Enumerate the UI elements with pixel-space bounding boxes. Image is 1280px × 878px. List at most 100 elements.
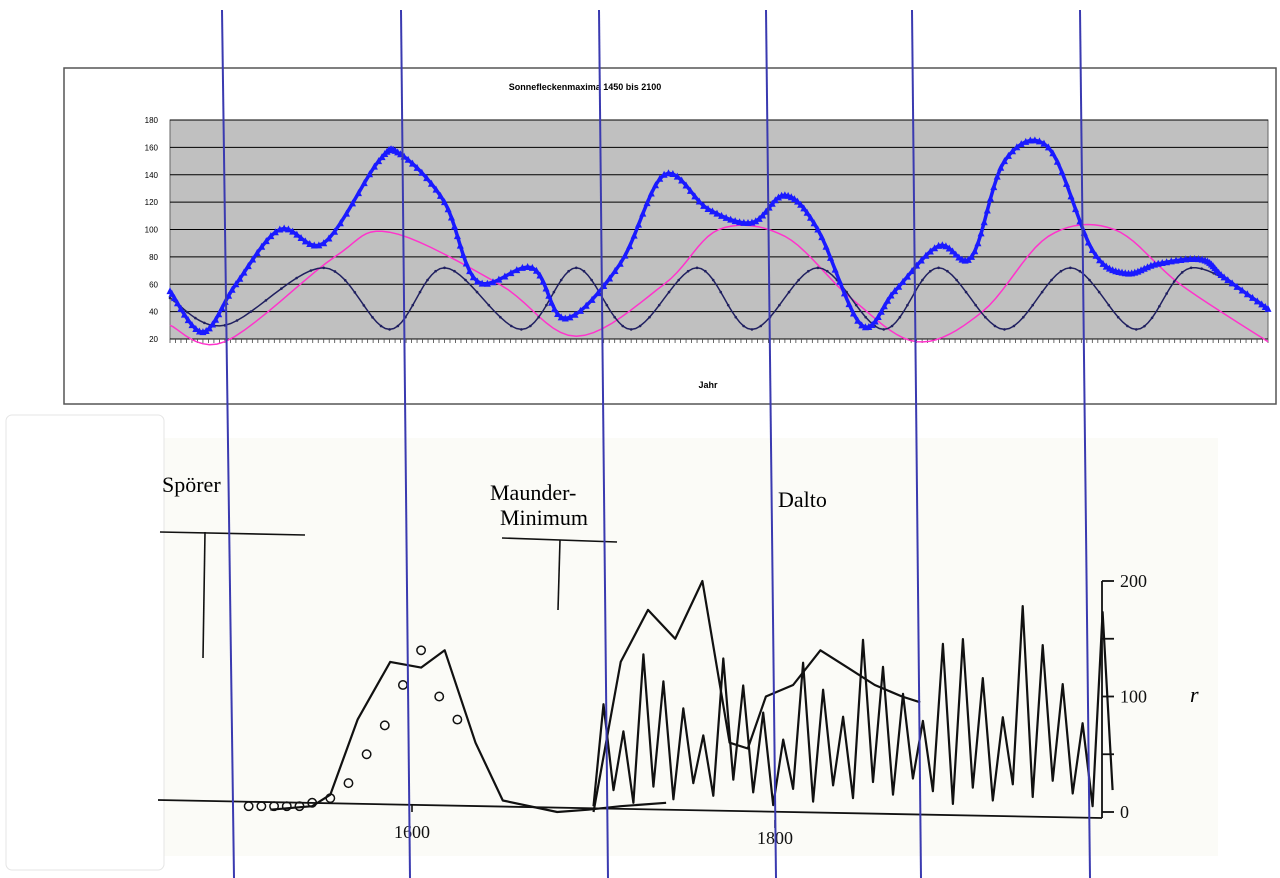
- top-series-navy-point: [520, 328, 523, 331]
- top-chart-title: Sonnefleckenmaxima 1450 bis 2100: [509, 82, 662, 92]
- top-series-blue-marker: [212, 315, 220, 323]
- top-series-navy-point: [816, 266, 820, 270]
- top-series-blue-marker: [931, 244, 939, 252]
- top-series-blue-marker: [874, 313, 882, 321]
- top-series-blue-marker: [1096, 256, 1104, 264]
- top-series-blue-marker: [810, 219, 818, 227]
- top-series-navy-point: [295, 276, 298, 280]
- top-series-navy-point: [657, 303, 661, 307]
- top-series-blue-marker: [891, 287, 899, 295]
- top-series-navy-point: [742, 324, 745, 328]
- top-series-blue-marker: [917, 256, 925, 264]
- top-series-blue-marker: [800, 204, 808, 212]
- top-series-blue-marker: [1058, 168, 1066, 176]
- top-series-blue-marker: [831, 265, 839, 273]
- top-series-blue-marker: [408, 159, 416, 167]
- overlay-line: [1079, 9, 1091, 878]
- top-series-navy-point: [928, 269, 932, 273]
- top-series-navy-point: [937, 266, 940, 270]
- top-series-navy-point: [906, 303, 909, 307]
- top-series-navy-point: [898, 315, 902, 319]
- top-series-navy-point: [1150, 316, 1154, 320]
- top-series-navy-point: [946, 269, 949, 273]
- top-series-blue-marker: [218, 304, 226, 312]
- top-series-navy-point: [613, 315, 616, 319]
- top-series-blue-marker: [1253, 297, 1261, 305]
- top-series-navy-point: [1069, 266, 1072, 270]
- top-y-tick-label: 100: [145, 226, 159, 235]
- top-series-blue-marker: [774, 193, 782, 201]
- top-series-navy-point: [882, 328, 885, 331]
- top-series-blue-marker: [271, 228, 279, 236]
- top-y-tick-labels: 20 40 60 80 100 120 140 160 180: [145, 116, 159, 344]
- top-series-navy-point: [1172, 280, 1176, 283]
- top-series-navy-point: [695, 266, 699, 270]
- top-series-blue-marker: [360, 179, 368, 187]
- top-series-blue-marker: [643, 199, 651, 207]
- top-series-navy-point: [648, 315, 651, 319]
- bottom-series-circle-point: [325, 793, 336, 804]
- top-series-blue-marker: [647, 189, 655, 197]
- top-series-navy-point: [605, 303, 609, 307]
- bottom-series-circle-point: [343, 778, 354, 789]
- top-series-navy-point: [750, 328, 754, 331]
- top-series-blue-marker: [727, 215, 735, 223]
- top-series-blue-marker: [548, 298, 556, 306]
- top-series-blue-marker: [1258, 300, 1266, 308]
- top-series-blue-marker: [686, 186, 694, 194]
- top-series-blue-marker: [513, 266, 521, 274]
- top-series-navy-point: [759, 324, 763, 328]
- top-series-blue-marker: [1062, 179, 1070, 187]
- top-series-navy-point: [807, 269, 810, 273]
- top-series-blue-marker: [1044, 143, 1052, 151]
- top-series-navy-point: [955, 278, 958, 282]
- top-series-blue-marker: [441, 198, 448, 206]
- annotation-maunder-2: Minimum: [500, 505, 588, 530]
- top-series-blue-marker: [849, 309, 857, 317]
- top-series-blue-marker: [987, 194, 995, 202]
- top-series-navy-point: [974, 303, 977, 307]
- top-series-blue-marker: [974, 239, 982, 247]
- top-series-blue-marker: [306, 239, 314, 247]
- top-series-blue-marker: [325, 234, 333, 242]
- top-series-blue-marker: [656, 174, 664, 182]
- top-series-blue-marker: [444, 205, 452, 213]
- top-series-blue-marker: [884, 296, 892, 304]
- top-series-blue-marker: [532, 266, 540, 274]
- top-series-navy-point: [993, 324, 997, 328]
- top-series-blue-marker: [228, 285, 236, 293]
- top-series-blue-marker: [249, 255, 257, 263]
- top-series-blue-marker: [708, 207, 716, 215]
- top-series-blue-marker: [342, 209, 350, 217]
- sporer-stem: [202, 531, 206, 659]
- top-series-navy-point: [388, 328, 391, 331]
- top-series-blue-marker: [267, 232, 275, 240]
- top-series-blue-marker: [192, 324, 200, 332]
- top-series-blue-marker: [489, 278, 497, 286]
- top-series-navy-point: [537, 315, 540, 319]
- top-series-navy-point: [582, 269, 586, 273]
- bottom-series-circle-point: [416, 645, 427, 656]
- top-series-blue-marker: [1177, 255, 1185, 263]
- top-series-blue-marker: [964, 255, 972, 263]
- top-series-navy-point: [1134, 328, 1138, 331]
- top-series-navy-point: [235, 319, 239, 322]
- bottom-x-tick-label: 1600: [394, 822, 430, 842]
- top-series-blue-marker: [1031, 136, 1039, 144]
- top-series-blue-marker: [173, 299, 181, 307]
- top-series-navy-point: [396, 324, 400, 328]
- top-series-blue-marker: [554, 310, 562, 318]
- top-series-blue-marker: [814, 225, 822, 233]
- top-series-blue-marker: [262, 237, 270, 245]
- top-series-navy-point: [826, 269, 829, 273]
- top-series-blue-marker: [1264, 304, 1272, 312]
- top-series-blue-marker: [768, 199, 776, 207]
- top-series-navy-point: [545, 303, 548, 307]
- top-series-blue-marker: [759, 211, 767, 219]
- top-series-blue-marker: [495, 275, 503, 283]
- top-series-blue-marker: [524, 263, 532, 271]
- top-series-blue-marker: [459, 250, 467, 258]
- top-series-blue-marker: [736, 218, 744, 226]
- top-series-blue-marker: [691, 192, 699, 200]
- top-series-blue-marker: [1220, 273, 1228, 281]
